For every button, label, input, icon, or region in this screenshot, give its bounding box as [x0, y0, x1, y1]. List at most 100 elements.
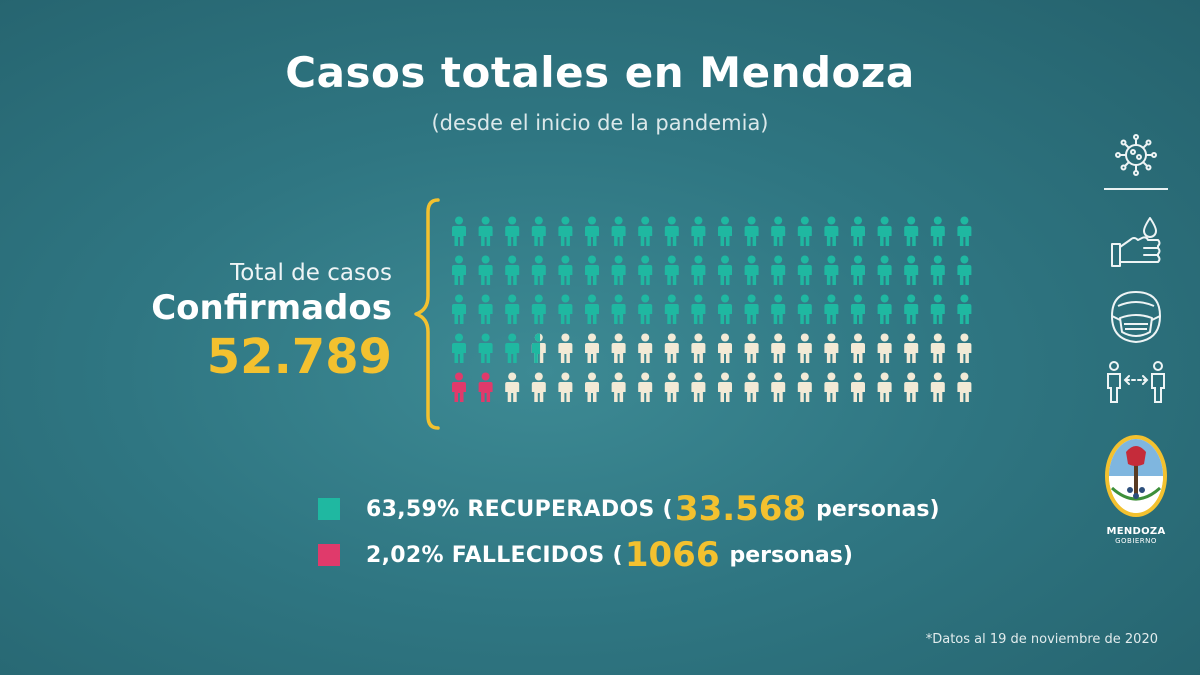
- person-icon: [718, 255, 732, 285]
- person-icon: [718, 216, 732, 246]
- legend-deceased-percent: 2,02% FALLECIDOS (: [366, 542, 623, 568]
- person-icon: [824, 216, 839, 246]
- page-subtitle: (desde el inicio de la pandemia): [431, 111, 769, 135]
- page-title: Casos totales en Mendoza: [285, 48, 915, 97]
- person-icon: [664, 255, 679, 285]
- person-icon: [611, 255, 626, 285]
- person-icon: [505, 333, 520, 363]
- person-icon: [744, 294, 759, 324]
- person-icon: [638, 294, 653, 324]
- person-icon: [877, 255, 892, 285]
- person-icon: [930, 333, 945, 363]
- person-icon: [930, 255, 945, 285]
- person-icon: [638, 333, 653, 363]
- person-icon: [558, 216, 573, 246]
- person-icon: [452, 372, 466, 402]
- government-logo: MENDOZA GOBIERNO: [1100, 430, 1172, 545]
- footnote: *Datos al 19 de noviembre de 2020: [925, 632, 1158, 647]
- person-icon: [585, 294, 599, 324]
- person-icon: [930, 294, 945, 324]
- person-icon: [478, 255, 493, 285]
- person-icon: [691, 294, 706, 324]
- person-icon: [851, 333, 865, 363]
- total-cases-label: Total de casos: [230, 260, 392, 286]
- person-icon: [505, 294, 520, 324]
- legend-recovered: 63,59% RECUPERADOS ( 33.568 personas): [318, 489, 940, 529]
- person-icon: [797, 372, 812, 402]
- person-icon: [877, 372, 892, 402]
- person-icon: [744, 216, 759, 246]
- person-icon: [611, 333, 626, 363]
- social-distance-icon: [1107, 361, 1165, 403]
- person-icon: [585, 333, 599, 363]
- person-icon: [558, 372, 573, 402]
- person-icon: [771, 255, 786, 285]
- person-icon: [771, 333, 786, 363]
- person-icon: [824, 255, 839, 285]
- legend-swatch-recovered: [318, 498, 340, 520]
- person-icon: [531, 216, 546, 246]
- person-icon: [930, 372, 945, 402]
- handwash-icon: [1111, 217, 1161, 267]
- person-icon: [851, 294, 865, 324]
- person-icon: [452, 294, 466, 324]
- person-icon: [851, 372, 865, 402]
- person-icon: [797, 216, 812, 246]
- person-icon: [957, 372, 972, 402]
- person-icon: [824, 372, 839, 402]
- person-icon: [851, 216, 865, 246]
- person-icon: [664, 372, 679, 402]
- person-icon: [718, 294, 732, 324]
- person-icon: [904, 372, 919, 402]
- person-icon: [478, 333, 493, 363]
- person-icon: [744, 255, 759, 285]
- person-icon: [904, 255, 919, 285]
- person-icon: [957, 333, 972, 363]
- person-icon: [797, 333, 812, 363]
- person-icon: [957, 216, 972, 246]
- legend-recovered-tail: personas): [816, 496, 940, 522]
- person-icon: [957, 255, 972, 285]
- person-icon: [611, 372, 626, 402]
- person-icon: [691, 372, 706, 402]
- total-cases-block: Total de casos Confirmados 52.789: [60, 258, 392, 386]
- person-icon: [611, 294, 626, 324]
- legend-swatch-deceased: [318, 544, 340, 566]
- person-icon: [824, 294, 839, 324]
- person-icon: [478, 294, 493, 324]
- logo-text-gobierno: GOBIERNO: [1115, 537, 1157, 545]
- person-icon: [904, 216, 919, 246]
- person-icon: [904, 294, 919, 324]
- person-icon: [558, 255, 573, 285]
- confirmed-label: Confirmados: [151, 288, 392, 328]
- person-icon: [558, 294, 573, 324]
- legend-deceased: 2,02% FALLECIDOS ( 1066 personas): [318, 535, 853, 575]
- person-icon: [797, 294, 812, 324]
- person-icon: [664, 216, 679, 246]
- person-icon: [930, 216, 945, 246]
- person-icon: [531, 333, 546, 363]
- person-icon: [771, 216, 786, 246]
- person-icon: [771, 372, 786, 402]
- brace-icon: [414, 198, 440, 430]
- person-icon: [531, 255, 546, 285]
- person-icon: [718, 372, 732, 402]
- person-icon: [824, 333, 839, 363]
- sidebar-divider: [1104, 188, 1168, 190]
- person-icon: [797, 255, 812, 285]
- logo-text-mendoza: MENDOZA: [1106, 526, 1166, 537]
- person-icon: [664, 333, 679, 363]
- person-icon: [877, 216, 892, 246]
- person-icon: [505, 216, 520, 246]
- legend-recovered-count: 33.568: [674, 489, 807, 529]
- person-icon: [638, 372, 653, 402]
- person-icon: [877, 294, 892, 324]
- person-icon: [531, 294, 546, 324]
- person-icon: [505, 372, 520, 402]
- person-icon: [877, 333, 892, 363]
- legend-recovered-percent: 63,59% RECUPERADOS (: [366, 496, 673, 522]
- coat-of-arms-icon: [1105, 435, 1167, 517]
- person-icon: [691, 255, 706, 285]
- person-icon: [851, 255, 865, 285]
- legend-deceased-count: 1066: [624, 535, 720, 575]
